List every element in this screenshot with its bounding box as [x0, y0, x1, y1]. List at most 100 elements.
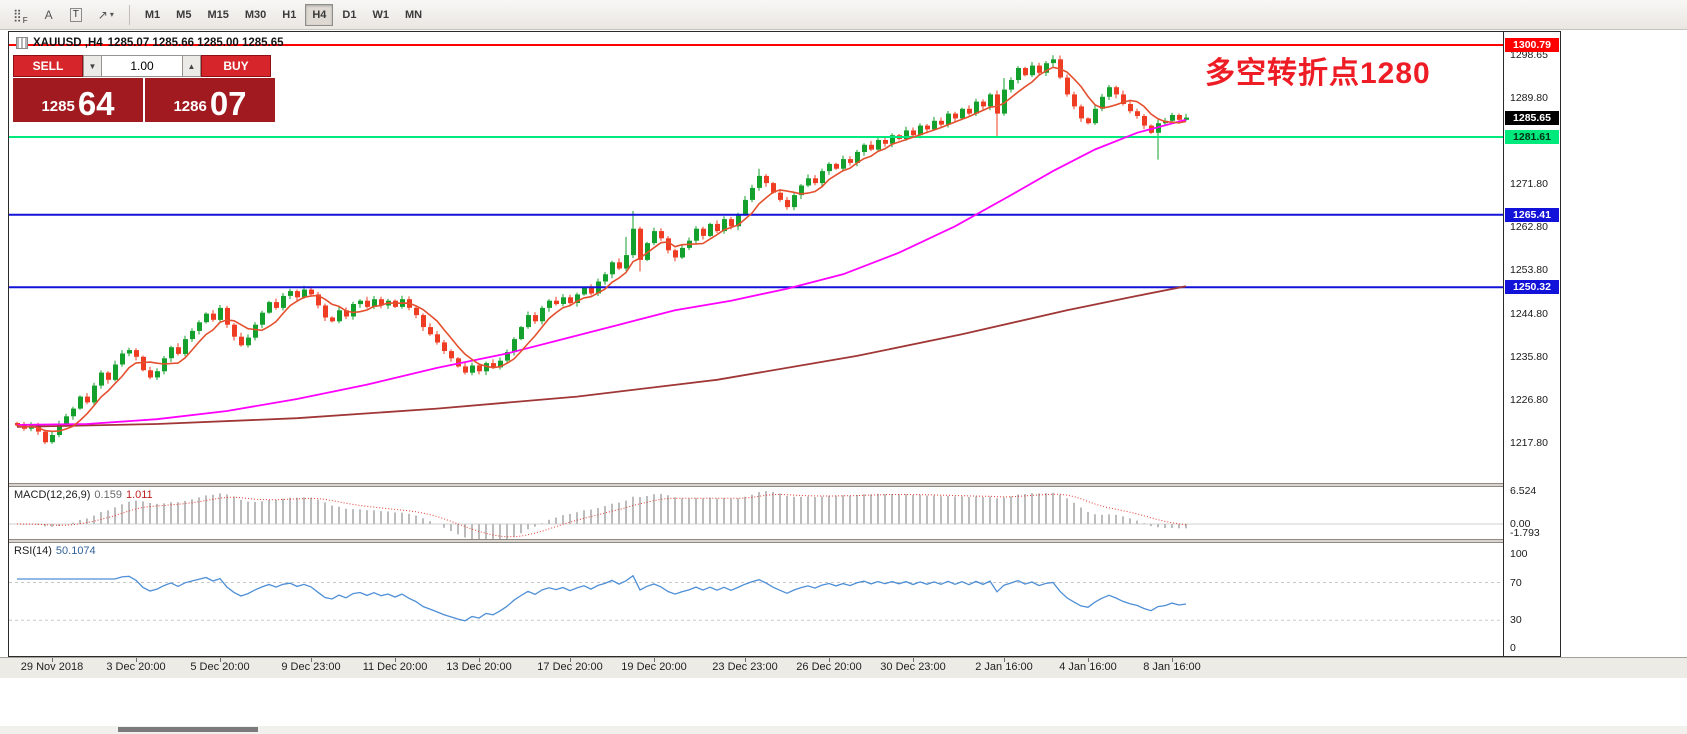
price-axis-label: 1253.80: [1510, 264, 1548, 276]
time-axis-label: 26 Dec 20:00: [796, 661, 862, 673]
hline-price-tag: 1250.32: [1505, 280, 1559, 294]
tab-timeframe-m30[interactable]: M30: [238, 4, 273, 26]
time-axis-tick: [1172, 658, 1173, 662]
tab-timeframe-d1[interactable]: D1: [335, 4, 363, 26]
ma-fast-line: [16, 66, 1187, 433]
macd-axis-label: 6.524: [1510, 485, 1537, 497]
caret-down-icon: ▾: [109, 10, 114, 19]
time-axis-label: 19 Dec 20:00: [621, 661, 687, 673]
buy-price-main: 1286: [173, 98, 207, 115]
price-axis-label: 1235.80: [1510, 351, 1548, 363]
price-axis-label: 1217.80: [1510, 437, 1548, 449]
volume-input[interactable]: [102, 55, 182, 77]
text-box-button[interactable]: T: [63, 4, 89, 26]
time-axis-label: 17 Dec 20:00: [537, 661, 603, 673]
caret-down-icon: ▼: [88, 61, 97, 71]
macd-axis-label: 0.00: [1510, 518, 1531, 530]
toolbar-separator: [128, 4, 130, 25]
price-axis-label: 1226.80: [1510, 394, 1548, 406]
caret-up-icon: ▲: [187, 61, 196, 71]
pattern-grid-icon: ⣿: [13, 7, 22, 22]
text-box-icon: T: [69, 7, 82, 22]
price-scale[interactable]: 1298.651289.801280.801271.801262.801253.…: [1504, 32, 1560, 656]
text-label-button[interactable]: A: [37, 4, 61, 26]
panel-separator[interactable]: [9, 483, 1560, 487]
hline-price-tag: 1300.79: [1505, 38, 1559, 52]
macd-histogram: [23, 491, 1187, 539]
tab-timeframe-h4[interactable]: H4: [305, 3, 334, 26]
time-axis-tick: [1088, 658, 1089, 662]
time-axis-label: 11 Dec 20:00: [362, 661, 428, 673]
one-click-trading-panel: SELL ▼ ▲ BUY 1285 64 1286 07: [13, 55, 275, 122]
price-axis-label: 1262.80: [1510, 221, 1548, 233]
hline-price-tag: 1265.41: [1505, 208, 1559, 222]
tab-timeframe-w1[interactable]: W1: [365, 4, 396, 26]
panel-separator[interactable]: [9, 539, 1560, 543]
sell-button[interactable]: SELL: [13, 55, 83, 77]
time-axis[interactable]: 29 Nov 2018 3 Dec 20:00 5 Dec 20:00 9 Dec 2…: [0, 657, 1687, 678]
hline-price-tag: 1281.61: [1505, 130, 1559, 144]
rsi-indicator-chart[interactable]: [9, 543, 1503, 656]
volume-dropdown-button[interactable]: ▼: [83, 55, 102, 77]
rsi-value: 50.1074: [55, 545, 96, 557]
time-axis-tick: [479, 658, 480, 662]
time-axis-tick: [829, 658, 830, 662]
time-axis-tick: [1004, 658, 1005, 662]
macd-name: MACD(12,26,9): [14, 489, 91, 501]
tab-timeframe-h1[interactable]: H1: [275, 4, 303, 26]
macd-signal-line: [16, 493, 1187, 538]
horizontal-scrollbar: [0, 726, 1687, 734]
toolbar: ⣿ F A T ↗ ▾ M1 M5 M15 M30 H1 H4 D1 W1 MN: [0, 0, 1687, 30]
tab-timeframe-mn[interactable]: MN: [398, 4, 429, 26]
draw-trendline-icon: ↗: [97, 7, 108, 22]
current-price-tag: 1285.65: [1505, 111, 1559, 125]
ma-mid-line: [16, 118, 1187, 426]
time-axis-label: 8 Jan 16:00: [1143, 661, 1201, 673]
draw-trendline-button[interactable]: ↗ ▾: [91, 4, 121, 26]
time-axis-tick: [311, 658, 312, 662]
macd-signal-value: 1.011: [125, 489, 153, 501]
rsi-axis-label: 30: [1510, 614, 1522, 626]
time-axis-tick: [570, 658, 571, 662]
pattern-grid-button[interactable]: ⣿ F: [6, 4, 35, 26]
symbol-ohlc-values: 1285.07 1285.66 1285.00 1285.65: [107, 37, 284, 49]
rsi-axis-label: 100: [1510, 548, 1528, 560]
horizontal-scrollbar-thumb[interactable]: [118, 727, 258, 732]
price-axis-label: 1298.65: [1510, 49, 1548, 61]
buy-button[interactable]: BUY: [201, 55, 271, 77]
chart-annotation-text: 多空转折点1280: [1205, 57, 1431, 90]
sell-price-display[interactable]: 1285 64: [13, 78, 143, 122]
price-axis-label: 1289.80: [1510, 92, 1548, 104]
buy-price-display[interactable]: 1286 07: [145, 78, 275, 122]
time-axis-label: 23 Dec 23:00: [712, 661, 778, 673]
buy-price-pips: 07: [209, 84, 247, 122]
rsi-axis-label: 0: [1510, 642, 1516, 654]
time-axis-tick: [745, 658, 746, 662]
candlestick-chart[interactable]: [9, 32, 1503, 483]
price-axis-label: 1244.80: [1510, 308, 1548, 320]
tab-timeframe-m1[interactable]: M1: [138, 4, 167, 26]
tab-timeframe-m15[interactable]: M15: [200, 4, 235, 26]
price-axis-label: 1271.80: [1510, 178, 1548, 190]
time-axis-label: 4 Jan 16:00: [1059, 661, 1117, 673]
time-axis-label: 2 Jan 16:00: [975, 661, 1033, 673]
time-axis-label: 29 Nov 2018: [20, 661, 84, 673]
volume-increment-button[interactable]: ▲: [182, 55, 201, 77]
text-label-icon: A: [44, 7, 53, 22]
symbol-info: XAUUSD ,H4 1285.07 1285.66 1285.00 1285.…: [16, 37, 284, 49]
macd-main-value: 0.159: [94, 489, 122, 501]
time-axis-label: 30 Dec 23:00: [880, 661, 946, 673]
sell-price-main: 1285: [41, 98, 75, 115]
time-axis-label: 3 Dec 20:00: [106, 661, 166, 673]
time-axis-label: 13 Dec 20:00: [446, 661, 512, 673]
pattern-grid-sub-label: F: [22, 15, 28, 25]
rsi-label: RSI(14) 50.1074: [14, 545, 96, 557]
price-scale-divider: [1503, 32, 1504, 656]
macd-axis-label: -1.793: [1510, 527, 1540, 539]
tab-timeframe-m5[interactable]: M5: [169, 4, 198, 26]
macd-indicator-chart[interactable]: [9, 487, 1503, 539]
rsi-axis-label: 70: [1510, 577, 1522, 589]
rsi-line: [17, 574, 1187, 622]
time-axis-tick: [395, 658, 396, 662]
